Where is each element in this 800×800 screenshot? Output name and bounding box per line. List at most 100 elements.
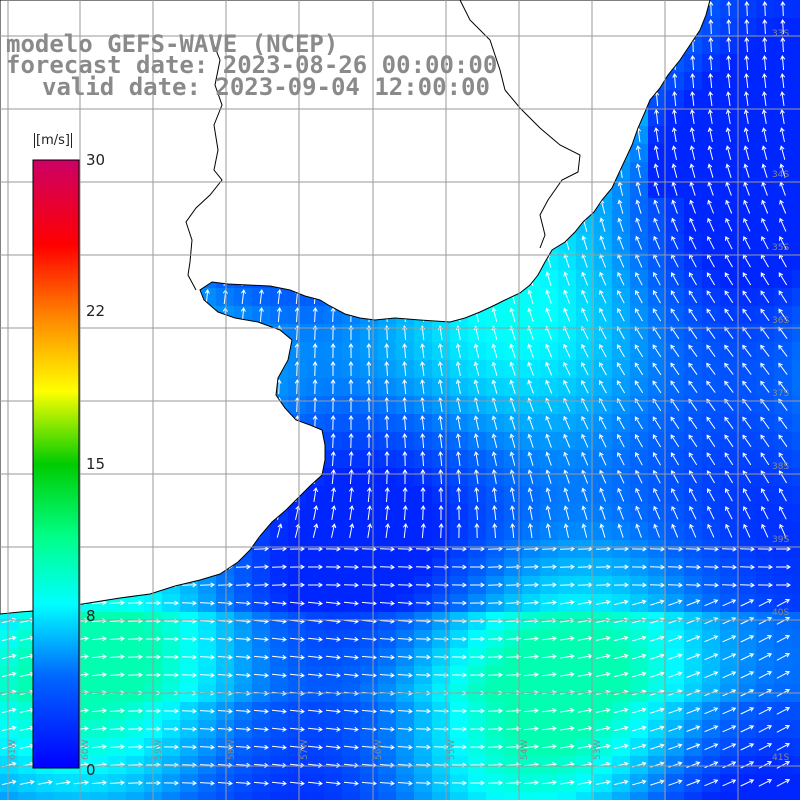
wind-arrow [760,452,770,466]
wind-arrow [707,145,714,160]
wind-arrow [653,271,661,286]
wind-arrow [487,672,503,678]
wind-arrow [545,289,552,304]
wind-arrow [523,600,539,606]
wind-arrow [253,708,269,714]
wind-arrow [366,433,372,448]
wind-arrow [704,653,719,661]
wind-arrow [343,726,359,732]
wind-arrow [761,523,769,538]
wind-arrow [703,564,719,570]
wind-arrow [634,380,644,394]
wind-arrow [688,452,698,466]
speed-cell [360,792,378,800]
wind-arrow [451,726,467,732]
wind-arrow [581,307,589,322]
wind-arrow [739,564,755,570]
wind-arrow [343,564,359,570]
wind-arrow [614,725,629,732]
speed-cell [324,792,342,800]
wind-arrow [563,289,570,304]
wind-arrow [617,271,625,286]
wind-arrow [724,452,734,466]
wind-arrow [634,416,644,430]
wind-arrow [671,505,679,520]
wind-arrow [617,505,624,520]
wind-arrow [686,761,701,768]
wind-arrow [614,599,629,606]
wind-arrow [614,653,629,660]
speed-cell [198,792,216,800]
wind-arrow [722,743,737,751]
wind-arrow [523,582,539,588]
wind-arrow [253,600,269,606]
wind-arrow [581,487,588,502]
wind-arrow [779,523,787,538]
wind-arrow [276,289,282,305]
wind-arrow [271,744,287,750]
lon-label: 54W [520,740,530,760]
wind-arrow [560,779,575,785]
lat-label: 36S [772,316,789,326]
wind-arrow [217,654,233,660]
lat-label: 41S [772,753,789,763]
wind-arrow [708,1,714,17]
wind-arrow [289,780,305,786]
wind-arrow [402,397,408,413]
wind-arrow [742,344,752,357]
wind-arrow [325,654,341,660]
wind-arrow [779,217,787,232]
wind-arrow [527,289,534,304]
wind-arrow [599,505,606,520]
wind-arrow [545,487,552,502]
wind-arrow [690,91,695,106]
wind-arrow [614,779,629,786]
wind-arrow [685,582,701,588]
wind-arrow [509,505,515,520]
wind-arrow [127,780,143,786]
wind-arrow [109,726,125,732]
wind-arrow [722,599,737,607]
wind-arrow [455,415,461,430]
wind-arrow [438,451,444,467]
wind-arrow [560,671,575,677]
wind-arrow [163,600,179,606]
wind-arrow [599,217,606,232]
wind-arrow [671,272,679,286]
speed-cell [486,792,504,800]
speed-cell [468,792,486,800]
wind-arrow [271,672,287,678]
wind-arrow [599,235,606,250]
wind-arrow [366,469,372,485]
wind-arrow [632,779,647,786]
wind-arrow [742,380,752,393]
wind-arrow [527,469,534,484]
wind-arrow [780,37,786,53]
wind-arrow [509,415,516,430]
wind-arrow [614,743,629,750]
wind-arrow [652,434,662,448]
wind-arrow [312,343,318,359]
wind-arrow [742,362,752,375]
speed-cell [288,792,306,800]
wind-arrow [671,217,679,232]
wind-arrow [599,271,607,286]
wind-arrow [724,344,734,357]
wind-arrow [740,599,755,607]
wind-arrow [199,672,215,678]
wind-arrow [343,636,359,642]
wind-arrow [181,780,197,786]
speed-cell [108,792,126,800]
speed-cell [234,792,252,800]
wind-arrow [366,487,372,503]
wind-arrow [704,761,719,769]
speed-cell [36,792,54,800]
speed-cell [792,486,800,504]
wind-arrow [307,708,323,714]
wind-arrow [366,397,372,413]
wind-arrow [688,272,697,286]
wind-arrow [474,487,480,503]
coastline [0,0,711,615]
wind-arrow [289,708,305,714]
wind-arrow [127,726,143,732]
